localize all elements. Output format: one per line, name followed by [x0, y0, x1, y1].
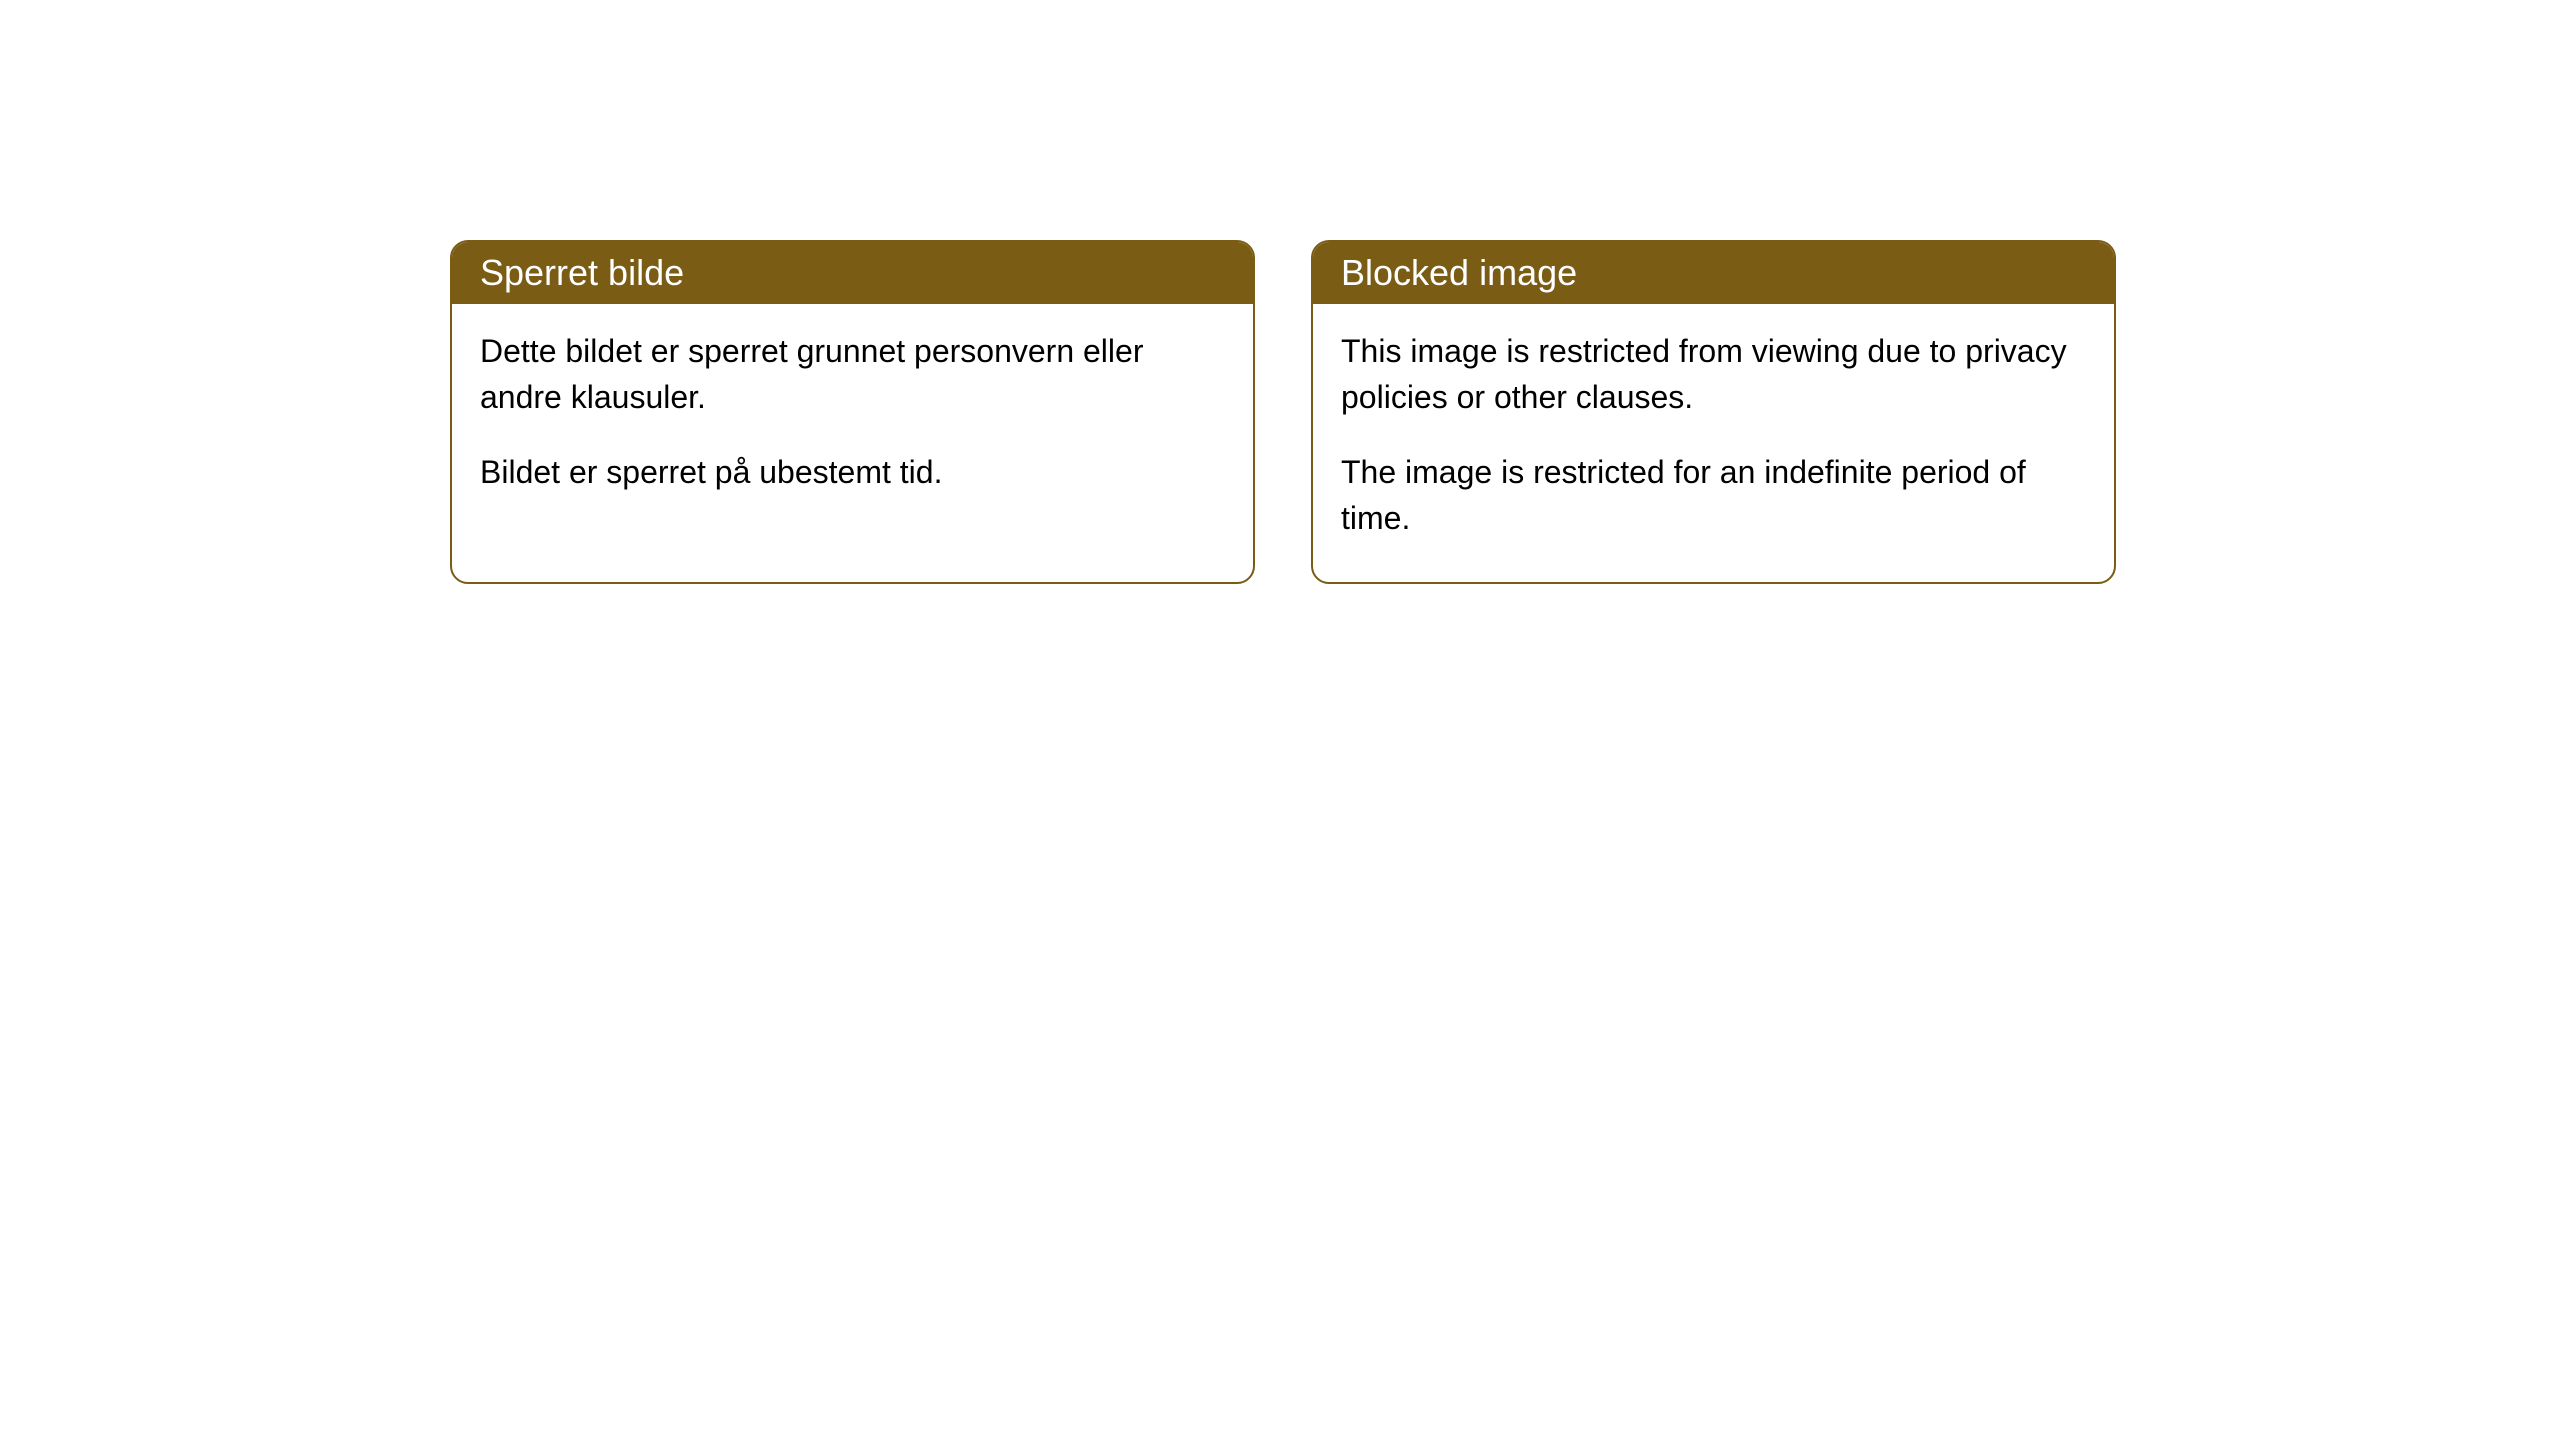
card-paragraph: The image is restricted for an indefinit…: [1341, 449, 2086, 542]
card-body: This image is restricted from viewing du…: [1313, 304, 2114, 582]
notice-card-norwegian: Sperret bilde Dette bildet er sperret gr…: [450, 240, 1255, 584]
notice-card-english: Blocked image This image is restricted f…: [1311, 240, 2116, 584]
card-header: Sperret bilde: [452, 242, 1253, 304]
card-title: Sperret bilde: [480, 252, 684, 293]
card-header: Blocked image: [1313, 242, 2114, 304]
card-paragraph: This image is restricted from viewing du…: [1341, 328, 2086, 421]
card-body: Dette bildet er sperret grunnet personve…: [452, 304, 1253, 535]
card-title: Blocked image: [1341, 252, 1577, 293]
card-paragraph: Dette bildet er sperret grunnet personve…: [480, 328, 1225, 421]
notice-cards-container: Sperret bilde Dette bildet er sperret gr…: [450, 240, 2560, 584]
card-paragraph: Bildet er sperret på ubestemt tid.: [480, 449, 1225, 495]
